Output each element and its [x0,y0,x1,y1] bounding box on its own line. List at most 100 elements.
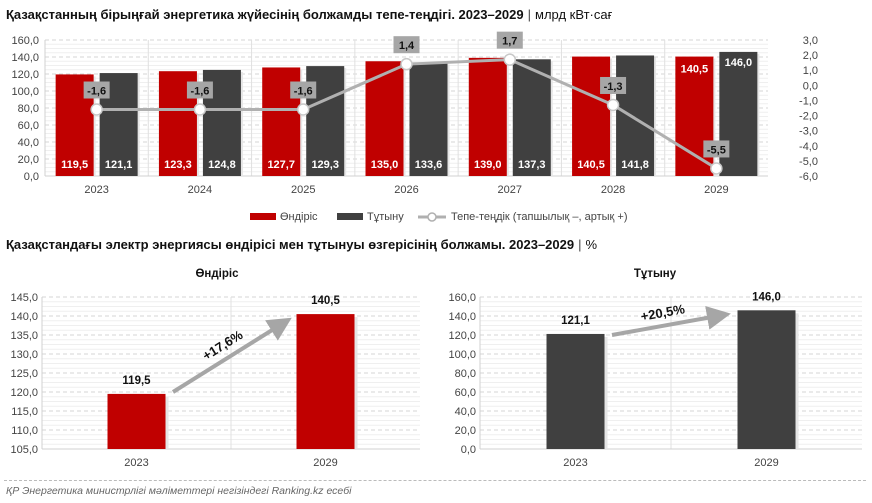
title-unit: % [585,237,598,252]
consumption-chart: Тұтыну 0,0 20,0 40,0 60,0 80,0 100,0 120,0 140,0… [448,268,862,469]
y-tick-label: 105,0 [10,444,38,456]
bar-value-label: 140,5 [311,295,340,307]
x-tick-label: 2023 [124,457,148,469]
balance-marker [606,98,620,112]
bar-label-production: 135,0 [371,159,399,171]
x-tick-label: 2027 [498,184,522,196]
chart-title: Тұтыну [634,268,677,280]
balance-label: -1,6 [87,86,106,98]
y-tick-label: 60,0 [455,387,476,399]
bar-label-production: 140,5 [577,159,605,171]
bar-label-production: 140,5 [681,64,709,76]
x-tick-label: 2025 [291,184,315,196]
x-tick-label: 2029 [313,457,337,469]
x-tick-label: 2024 [188,184,212,196]
x-tick-label: 2026 [394,184,418,196]
x-tick-label: 2028 [601,184,625,196]
y-tick-label: 115,0 [11,406,38,418]
y-left-tick-label: 120,0 [11,69,39,81]
balance-marker [90,103,103,116]
growth-annotation: +17,6% [200,327,246,364]
x-tick-label: 2023 [84,184,108,196]
bar-label-production: 127,7 [267,159,295,171]
section2-title: Қазақстандағы электр энергиясы өндірісі … [6,237,597,252]
bar [107,393,166,449]
title-text: Қазақстанның бірыңғай энергетика жүйесін… [6,7,524,22]
bar [737,310,796,449]
title-unit: млрд кВт·сағ [535,7,613,22]
y-left-tick-label: 140,0 [11,52,39,64]
balance-label: -1,3 [604,81,623,93]
legend-label-consumption: Тұтыну [367,211,404,223]
bar-label-consumption: 129,3 [311,159,339,171]
balance-label-box [600,76,627,94]
y-left-tick-label: 100,0 [11,86,39,98]
balance-marker [296,103,310,116]
y-tick-label: 160,0 [448,292,476,304]
y-tick-label: 140,0 [10,311,38,323]
production-chart: Өндіріс 105,0 110,0 115,0 120,0 125,0 130,0 135… [10,268,420,469]
x-tick-label: 2029 [754,457,778,469]
balance-label-box [496,31,523,49]
balance-label: -5,5 [707,144,726,156]
y-right-tick-label: -1,0 [799,95,818,107]
bar-label-consumption: 121,1 [105,159,133,171]
bar-value-label: 121,1 [561,315,590,327]
legend-marker-balance [427,212,437,222]
bar-value-label: 146,0 [752,291,781,303]
y-tick-label: 140,0 [448,311,476,323]
y-right-tick-label: -4,0 [799,141,818,153]
y-left-tick-label: 20,0 [18,154,39,166]
x-tick-label: 2023 [563,457,587,469]
y-tick-label: 130,0 [10,349,38,361]
title-text: Қазақстандағы электр энергиясы өндірісі … [6,237,575,252]
y-tick-label: 120,0 [448,330,476,342]
x-tick-label: 2029 [704,184,728,196]
bar-label-consumption: 124,8 [208,159,236,171]
balance-label-box [290,81,317,99]
balance-label: 1,7 [502,36,517,48]
y-right-tick-label: 0,0 [803,80,818,92]
balance-label-box [83,81,110,99]
bar-consumption [616,55,655,176]
y-right-tick-label: -2,0 [799,111,818,123]
y-right-tick-label: 3,0 [803,35,818,47]
balance-label-box [186,81,213,99]
main-chart-title: Қазақстанның бірыңғай энергетика жүйесін… [6,7,612,22]
title-separator: | [527,7,532,22]
balance-label: -1,6 [294,86,313,98]
chart-title: Өндіріс [195,268,239,280]
bar-label-consumption: 137,3 [518,159,546,171]
y-tick-label: 135,0 [10,330,38,342]
balance-label-box [703,140,730,158]
y-tick-label: 100,0 [448,349,476,361]
y-right-tick-label: -3,0 [799,126,818,138]
y-left-tick-label: 80,0 [18,103,39,115]
bar-label-consumption: 146,0 [725,57,753,69]
bar-consumption [409,62,448,176]
balance-label-box [393,36,420,54]
y-right-tick-label: -6,0 [799,171,818,183]
growth-arrow [611,306,731,337]
balance-marker [400,57,413,71]
balance-label: -1,6 [190,86,209,98]
bar-consumption [512,59,551,176]
bar-label-production: 123,3 [164,159,192,171]
bar-production [572,56,611,177]
bar-value-label: 119,5 [122,375,151,387]
legend-swatch-production [250,213,276,220]
y-left-tick-label: 60,0 [18,120,39,132]
y-tick-label: 145,0 [10,292,38,304]
y-tick-label: 125,0 [10,368,38,380]
y-tick-label: 120,0 [10,387,38,399]
bar-label-production: 139,0 [474,159,502,171]
bar-label-consumption: 141,8 [621,159,649,171]
bar [546,333,605,449]
y-left-tick-label: 40,0 [18,137,39,149]
y-left-tick-label: 0,0 [24,171,39,183]
legend-label-production: Өндіріс [280,211,318,223]
bar-label-consumption: 133,6 [415,159,443,171]
y-right-tick-label: 1,0 [803,65,818,77]
growth-arrow [171,317,292,394]
